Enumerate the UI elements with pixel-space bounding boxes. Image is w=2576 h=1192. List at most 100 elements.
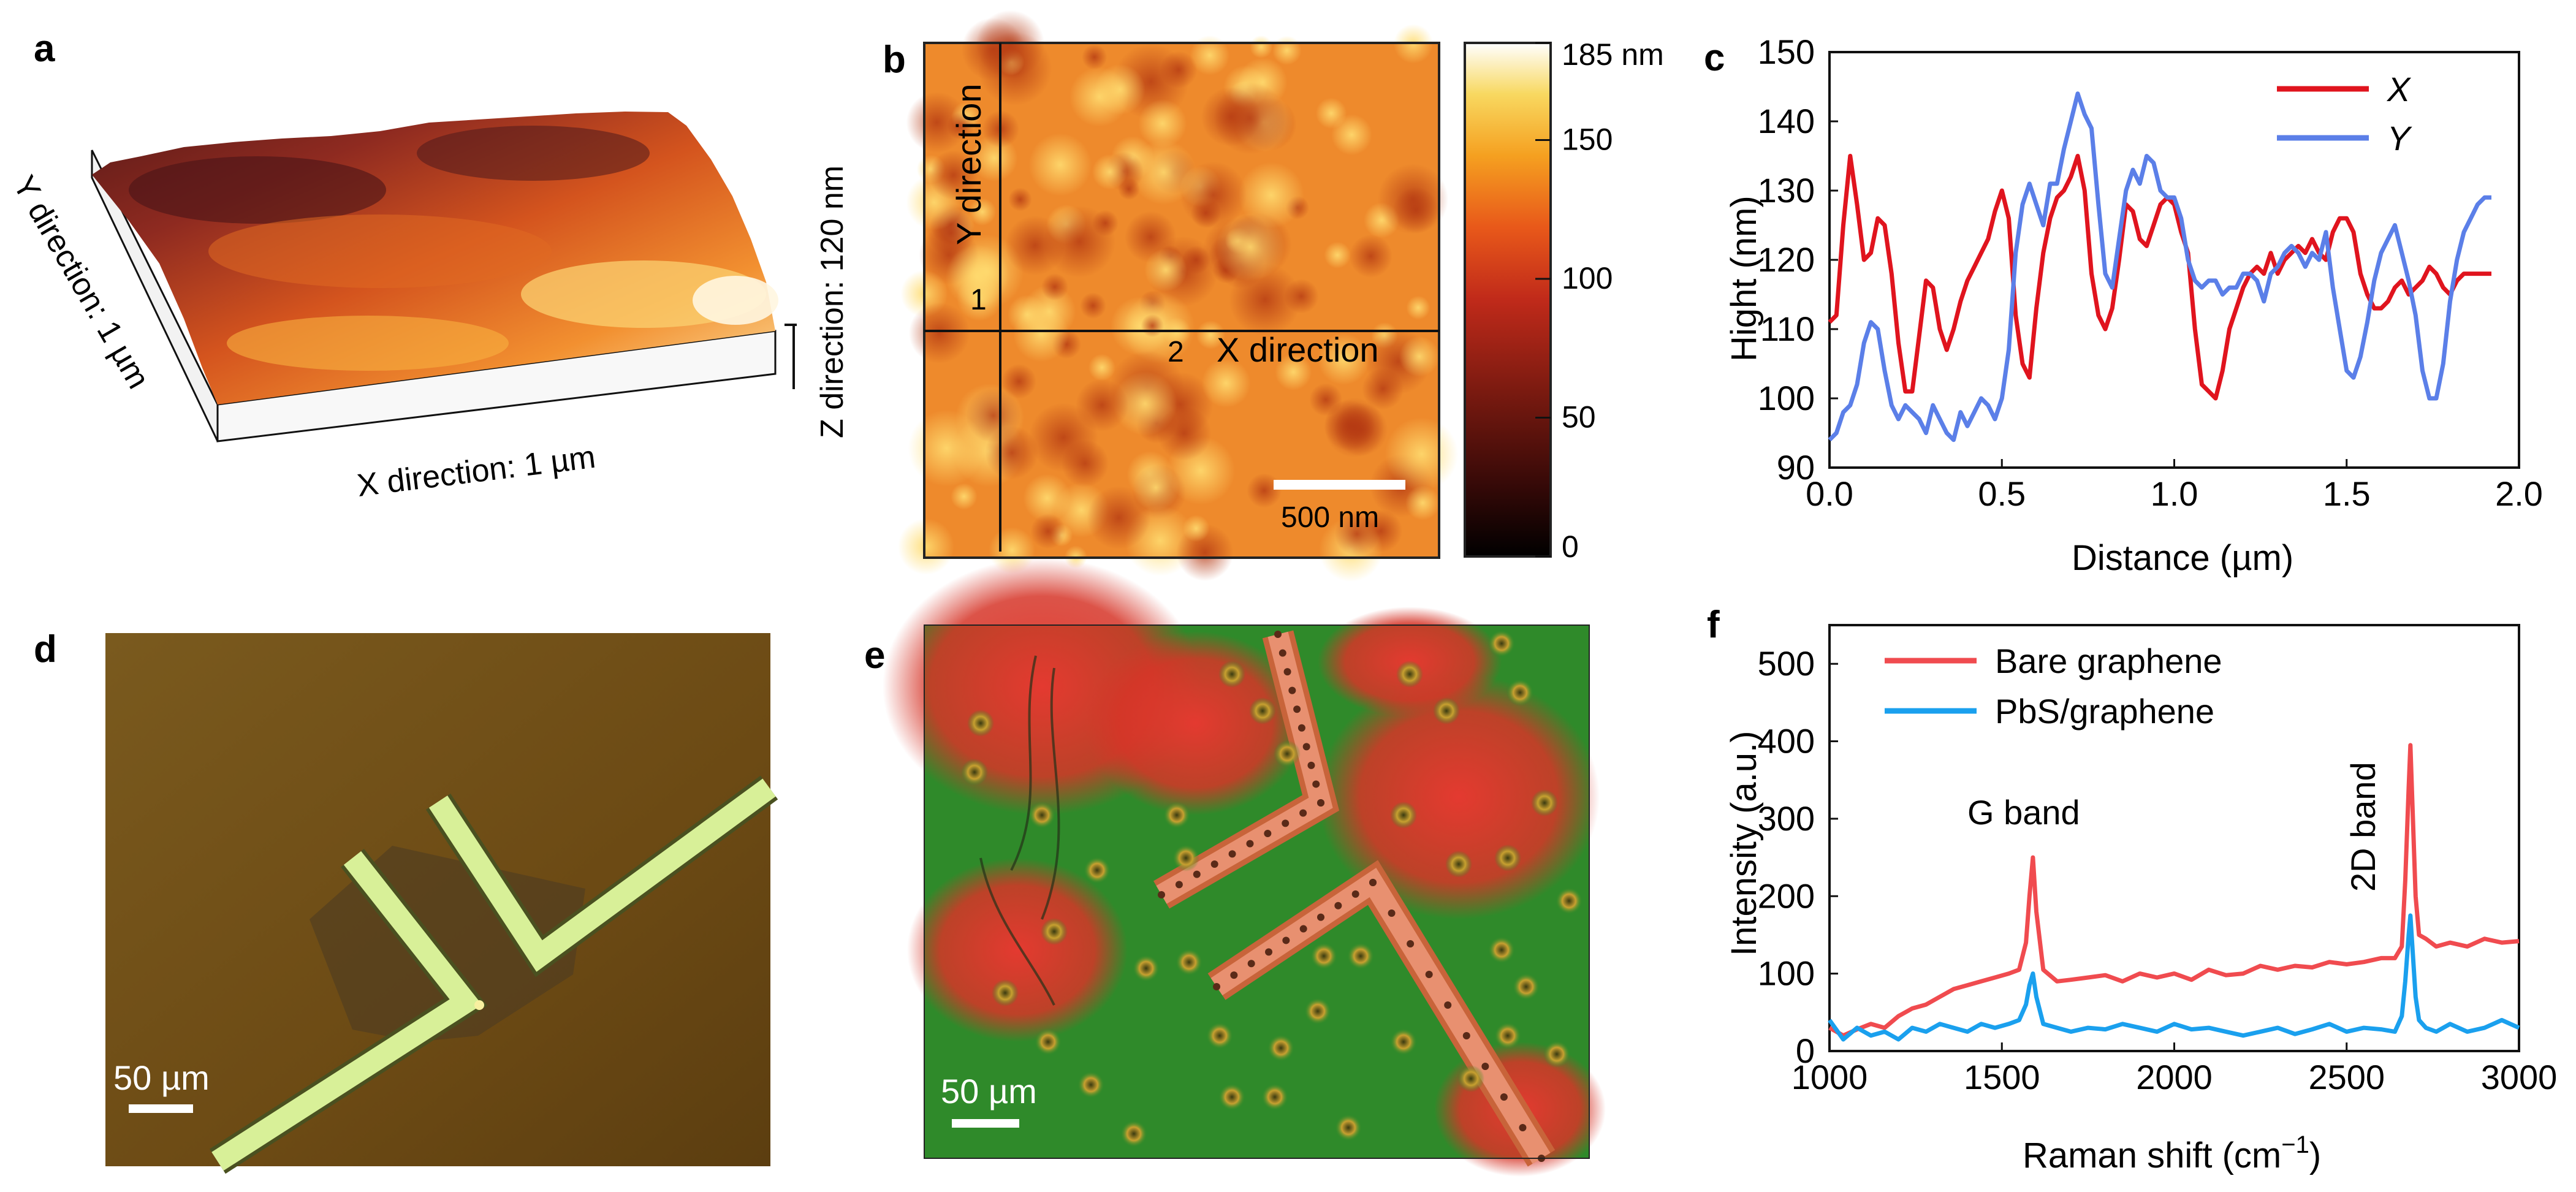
y-tick-label: 120	[1758, 240, 1815, 279]
electrode-dot	[1500, 1093, 1508, 1101]
particle-dot	[1218, 661, 1245, 688]
afm-texture-blob	[1030, 514, 1066, 549]
afm-texture-blob	[1324, 397, 1385, 458]
afm-texture-blob	[1180, 161, 1247, 229]
electrode-dot	[1264, 830, 1272, 837]
electrode-dot	[1297, 724, 1305, 732]
particle	[474, 1000, 484, 1010]
electrode-dot	[1351, 890, 1359, 898]
electrode-dot	[1299, 809, 1307, 817]
y-tick-label: 100	[1758, 954, 1815, 993]
electrode-dot	[1193, 870, 1201, 878]
panel-letter-d: d	[34, 628, 57, 670]
afm-map-frame	[923, 42, 1440, 559]
afm-texture-blob	[1133, 464, 1179, 511]
particle-dot	[1176, 949, 1203, 976]
wrinkle-lines	[979, 655, 1060, 1006]
electrode-dot	[1288, 686, 1296, 694]
afm-3d-dark-valley	[129, 156, 386, 224]
afm-texture-blob	[1196, 320, 1225, 349]
chart-f-ylabel: Intensity (a.u.)	[1724, 731, 1764, 956]
legend-label: PbS/graphene	[1995, 692, 2214, 731]
electrode-dot	[1407, 940, 1415, 947]
y-tick-label: 130	[1758, 171, 1815, 210]
particle-dot	[1218, 1084, 1245, 1110]
particle-dot	[1396, 661, 1423, 688]
red-region-3	[907, 858, 1128, 1042]
colorbar-ticks: 185 nm 150 100 50 0	[1535, 37, 1664, 564]
afm-scale-bar	[1274, 480, 1405, 490]
y-tick-label: 0	[1796, 1031, 1815, 1070]
electrode-dot	[1334, 902, 1342, 909]
electrode-dot	[1519, 1124, 1527, 1131]
afm-3d-dark-valley-2	[417, 126, 650, 181]
y-tick-label: 100	[1758, 379, 1815, 417]
afm-texture-blob	[945, 244, 1009, 308]
afm-texture-blob	[1069, 67, 1130, 127]
panel-f-chart: Intensity (a.u.) Raman shift (cm−1) G ba…	[1724, 624, 2557, 1175]
x-tick-label: 0.0	[1806, 474, 1853, 513]
e-particle-dots	[961, 630, 1582, 1162]
particle-dot	[1172, 845, 1199, 871]
chart-f-xlabel-sup: −1	[2281, 1131, 2309, 1158]
afm-texture-blob	[1238, 162, 1305, 229]
x-tick-label: 1.5	[2323, 474, 2371, 513]
afm-texture-blob	[1041, 273, 1069, 301]
afm-texture-blob	[1043, 205, 1116, 278]
particle-dot	[1347, 943, 1374, 970]
afm-texture-blob	[1061, 439, 1109, 487]
particle-dot	[1206, 1022, 1233, 1049]
electrode-dot	[1213, 983, 1220, 990]
particle-dot	[1457, 1065, 1484, 1092]
afm-texture-blob	[906, 91, 968, 153]
x-tick-label: 1.0	[2151, 474, 2198, 513]
particle-dot	[1390, 1028, 1417, 1055]
panel-a-afm-3d: Y direction: 1 µm X direction: 1 µm Z di…	[6, 112, 850, 504]
x-tick-label: 0.5	[1978, 474, 2026, 513]
colorbar-tick-label: 185 nm	[1562, 37, 1664, 72]
panel-b-afm-map: Y direction X direction 1 2 500 nm 185 n…	[898, 10, 1664, 582]
y-tick-label: 200	[1758, 876, 1815, 915]
x-tick-label: 1000	[1791, 1058, 1868, 1096]
chart-f-xlabel: Raman shift (cm−1)	[2023, 1131, 2321, 1175]
particle-dot	[967, 710, 994, 737]
particle-dot	[992, 979, 1019, 1006]
afm-texture-blob	[1131, 139, 1196, 205]
afm-x-direction-label: X direction	[1217, 330, 1379, 369]
panel-letter-a: a	[34, 28, 55, 70]
afm-texture-blob	[1138, 99, 1187, 148]
particle-dot	[1513, 973, 1540, 1000]
afm-texture-blob	[1182, 515, 1210, 542]
afm-texture-blob	[1272, 36, 1302, 66]
series-line-pbs-graphene	[1828, 913, 2520, 1042]
afm-3d-bright-peak	[693, 276, 778, 325]
afm-texture-blob	[1075, 378, 1129, 432]
afm-texture-blob	[968, 198, 997, 226]
afm-texture-blob	[1088, 354, 1115, 381]
electrode-dot	[1302, 743, 1310, 751]
particle-dot	[1267, 1034, 1294, 1061]
colorbar-tick-label: 100	[1562, 261, 1613, 295]
particle-dot	[1494, 845, 1521, 871]
electrode-dot	[1444, 1001, 1452, 1009]
colorbar-tick-label: 150	[1562, 123, 1613, 157]
y-tick-label: 90	[1777, 448, 1815, 487]
particle-dot	[961, 759, 988, 786]
electrode-dot	[1312, 780, 1320, 788]
micrograph-d-scale-label: 50 µm	[113, 1058, 210, 1097]
afm-line-2-label: 2	[1168, 336, 1184, 368]
particle-dot	[1335, 1114, 1362, 1141]
particle-dot	[1274, 740, 1301, 767]
micrograph-e-scale-bar	[952, 1119, 1019, 1128]
afm-texture-blob	[1079, 292, 1106, 319]
afm-texture-blob	[1405, 485, 1440, 520]
afm-texture-blob	[1385, 417, 1459, 491]
particle-dot	[1133, 955, 1160, 982]
electrode-dot	[1317, 799, 1324, 807]
afm-texture-blob	[1028, 133, 1092, 197]
particle-dot	[1488, 630, 1515, 657]
afm-texture-blob	[1157, 406, 1212, 461]
particle-dot	[1488, 936, 1515, 963]
particle-dot	[1494, 1022, 1521, 1049]
red-region-4	[1318, 674, 1600, 919]
